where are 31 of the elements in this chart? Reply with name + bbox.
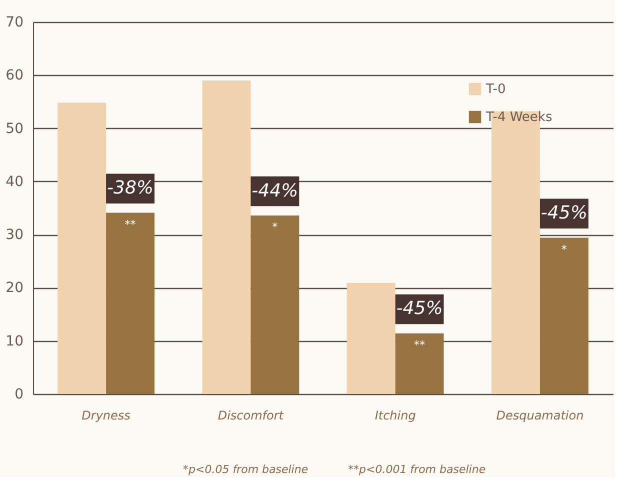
bar bbox=[58, 102, 106, 394]
y-tick-label: 40 bbox=[6, 174, 24, 190]
annotation: ** bbox=[124, 218, 136, 231]
annotation: -38% bbox=[107, 178, 154, 199]
y-tick-label: 0 bbox=[14, 386, 24, 402]
text: *p<0.05 from baseline bbox=[183, 463, 308, 476]
bar bbox=[202, 80, 251, 394]
bar bbox=[250, 215, 300, 394]
annotation: * bbox=[272, 220, 278, 234]
bar bbox=[395, 333, 444, 394]
annotation: -45% bbox=[540, 202, 588, 224]
x-tick-label: Dryness bbox=[82, 408, 130, 422]
legend-label: T-0 bbox=[485, 82, 506, 97]
annotation: -45% bbox=[396, 298, 443, 320]
y-tick-label: 10 bbox=[6, 333, 24, 350]
y-tick-label: 70 bbox=[6, 14, 24, 30]
bar bbox=[106, 212, 154, 394]
bar bbox=[540, 238, 588, 394]
bar bbox=[346, 282, 396, 394]
x-tick-label: Desquamation bbox=[496, 408, 584, 422]
annotation: -44% bbox=[252, 180, 298, 202]
y-tick-label: 20 bbox=[6, 280, 24, 296]
x-tick-label: Discomfort bbox=[218, 408, 285, 422]
legend-label: T-4 Weeks bbox=[485, 110, 552, 125]
annotation: ** bbox=[414, 338, 426, 352]
x-tick-label: Itching bbox=[374, 408, 416, 422]
annotation: * bbox=[561, 242, 568, 256]
text: **p<0.001 from baseline bbox=[348, 463, 486, 476]
y-tick-label: 50 bbox=[6, 120, 24, 137]
y-tick-label: 60 bbox=[6, 68, 24, 84]
y-tick-label: 30 bbox=[6, 227, 24, 244]
